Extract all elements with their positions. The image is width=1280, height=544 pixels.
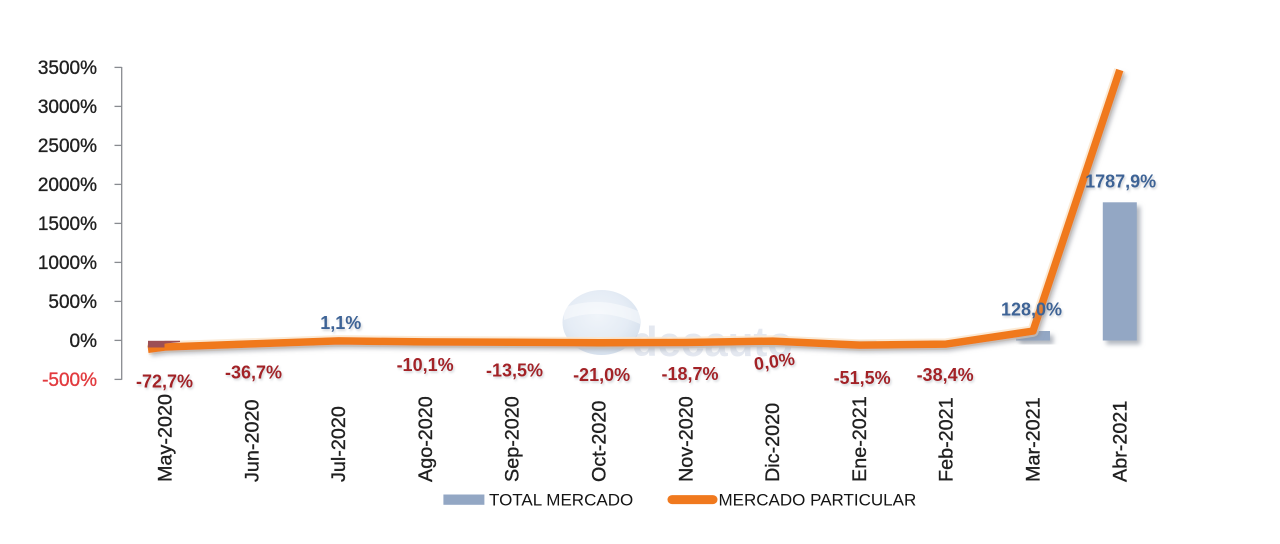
- svg-text:-18,7%: -18,7%: [661, 364, 718, 384]
- svg-text:128,0%: 128,0%: [1001, 300, 1062, 320]
- svg-text:3000%: 3000%: [38, 97, 97, 118]
- svg-text:TOTAL MERCADO: TOTAL MERCADO: [489, 491, 633, 510]
- svg-text:Ago-2020: Ago-2020: [415, 396, 437, 482]
- svg-text:3500%: 3500%: [38, 58, 97, 79]
- svg-text:Mar-2021: Mar-2021: [1023, 397, 1045, 482]
- svg-text:2500%: 2500%: [38, 136, 97, 157]
- svg-text:1000%: 1000%: [38, 253, 97, 274]
- svg-text:MERCADO PARTICULAR: MERCADO PARTICULAR: [719, 491, 917, 510]
- svg-text:Sep-2020: Sep-2020: [502, 396, 524, 482]
- svg-text:-51,5%: -51,5%: [834, 368, 891, 388]
- svg-text:Dic-2020: Dic-2020: [762, 403, 784, 482]
- svg-text:1500%: 1500%: [38, 214, 97, 235]
- svg-text:Jun-2020: Jun-2020: [241, 400, 263, 483]
- svg-text:-13,5%: -13,5%: [486, 361, 543, 381]
- svg-text:2000%: 2000%: [38, 175, 97, 196]
- svg-text:-21,0%: -21,0%: [573, 365, 630, 385]
- svg-text:-10,1%: -10,1%: [397, 355, 454, 375]
- svg-text:-38,4%: -38,4%: [917, 365, 974, 385]
- svg-text:0,0%: 0,0%: [753, 349, 796, 375]
- svg-text:Feb-2021: Feb-2021: [936, 397, 958, 482]
- svg-text:Oct-2020: Oct-2020: [589, 401, 611, 482]
- svg-text:0%: 0%: [70, 331, 98, 352]
- svg-text:500%: 500%: [48, 292, 97, 313]
- svg-text:Ene-2021: Ene-2021: [849, 396, 871, 482]
- svg-text:-500%: -500%: [42, 370, 97, 391]
- svg-text:Nov-2020: Nov-2020: [675, 396, 697, 482]
- svg-text:-36,7%: -36,7%: [225, 362, 282, 382]
- svg-text:1787,9%: 1787,9%: [1085, 171, 1156, 191]
- svg-text:-72,7%: -72,7%: [136, 371, 193, 391]
- svg-text:Abr-2021: Abr-2021: [1109, 401, 1131, 482]
- svg-text:Jul-2020: Jul-2020: [328, 406, 350, 482]
- svg-text:1,1%: 1,1%: [320, 313, 361, 333]
- svg-text:May-2020: May-2020: [155, 394, 177, 482]
